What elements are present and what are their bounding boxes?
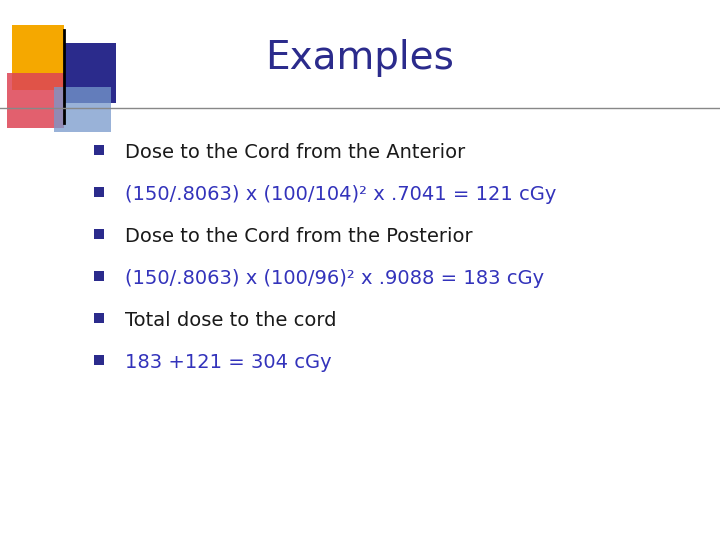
Bar xyxy=(12,25,64,90)
Bar xyxy=(94,229,104,239)
Text: Examples: Examples xyxy=(266,39,454,77)
Bar xyxy=(64,43,116,103)
Text: Dose to the Cord from the Posterior: Dose to the Cord from the Posterior xyxy=(125,226,472,246)
Text: Total dose to the cord: Total dose to the cord xyxy=(125,310,336,329)
Bar xyxy=(94,355,104,365)
Bar xyxy=(94,313,104,323)
Bar xyxy=(54,87,111,132)
Text: Dose to the Cord from the Anterior: Dose to the Cord from the Anterior xyxy=(125,143,465,161)
Text: (150/.8063) x (100/96)² x .9088 = 183 cGy: (150/.8063) x (100/96)² x .9088 = 183 cG… xyxy=(125,268,544,287)
Text: 183 +121 = 304 cGy: 183 +121 = 304 cGy xyxy=(125,353,332,372)
Bar xyxy=(94,187,104,197)
Text: (150/.8063) x (100/104)² x .7041 = 121 cGy: (150/.8063) x (100/104)² x .7041 = 121 c… xyxy=(125,185,557,204)
Bar xyxy=(94,271,104,281)
Bar xyxy=(94,145,104,155)
Bar xyxy=(7,73,64,128)
